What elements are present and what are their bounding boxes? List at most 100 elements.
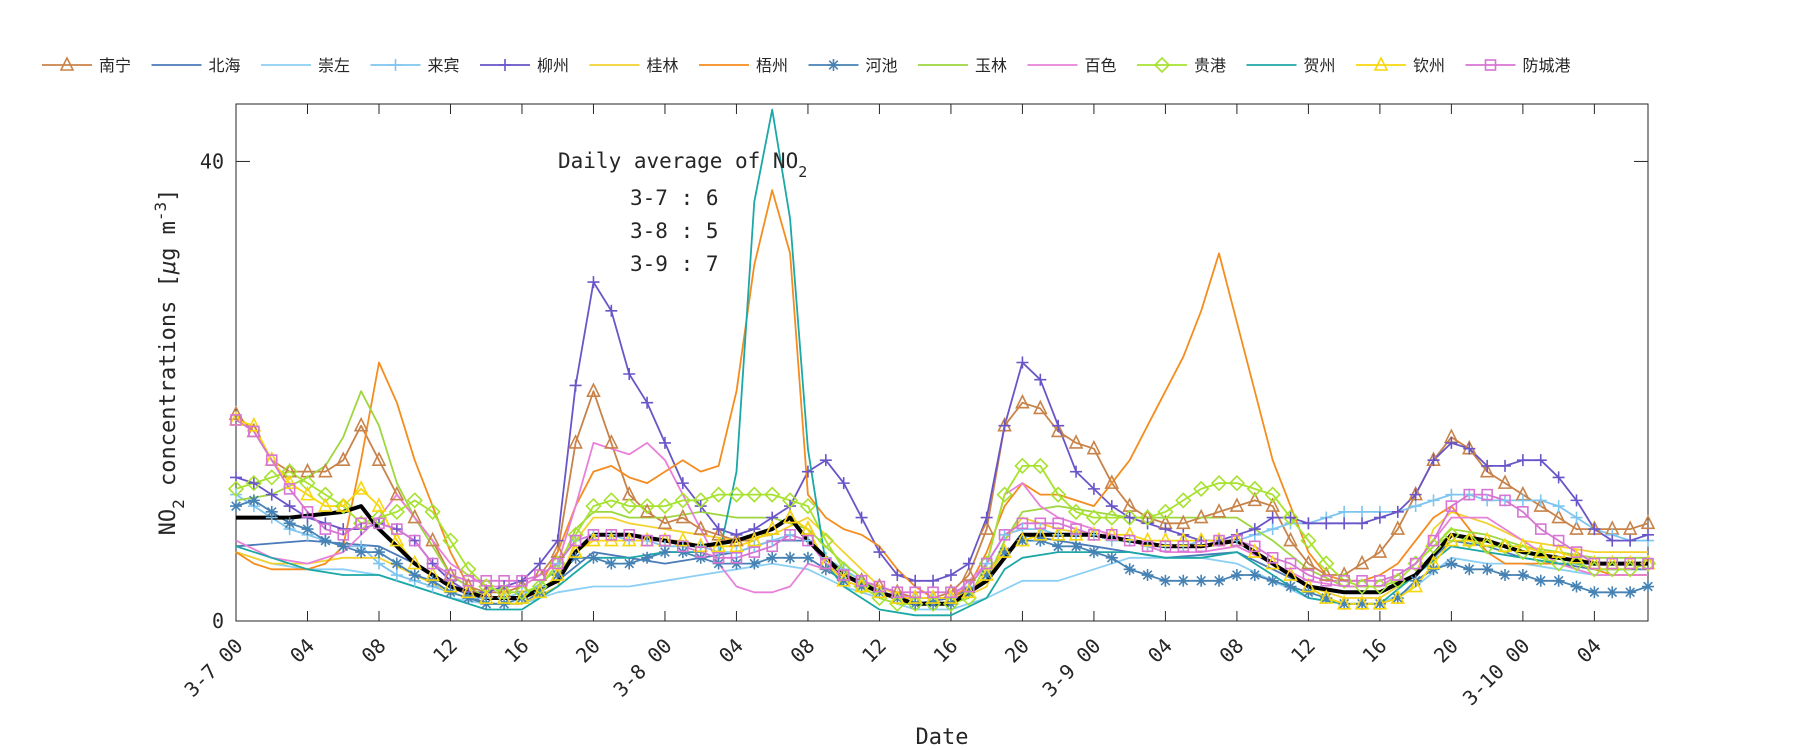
series-11-marker [1461, 532, 1478, 549]
series-1-marker [1497, 474, 1513, 489]
series-8-marker [408, 569, 421, 582]
series-13-marker [1283, 566, 1298, 581]
series-14-marker [426, 557, 439, 570]
series-14-marker [1499, 494, 1511, 507]
series-1-marker [1372, 543, 1388, 558]
series-8-marker [1624, 586, 1637, 599]
x-tick-label: 20 [571, 634, 605, 668]
series-11-marker [996, 486, 1013, 503]
series-1-marker [1265, 497, 1280, 512]
series-8-marker [265, 505, 278, 518]
series-8-marker [1105, 551, 1118, 564]
series-14-marker [873, 580, 886, 593]
series-4-marker [1552, 500, 1565, 513]
x-tick-label: 20 [1429, 634, 1463, 668]
series-8-marker [1087, 546, 1100, 559]
series-5-marker [998, 419, 1011, 432]
series-8-marker [1391, 592, 1404, 605]
legend-item: 贵港 [1137, 56, 1226, 75]
series-13-marker [1426, 554, 1441, 570]
series-14-marker [1624, 557, 1636, 570]
series-13-marker [282, 474, 297, 489]
series-14-marker [1642, 557, 1654, 570]
series-1-marker [371, 451, 387, 466]
series-14-marker [391, 523, 403, 535]
series-11-marker [585, 497, 602, 515]
annotation-title: Daily average of NO2 [558, 149, 807, 181]
y-axis-label: NO2 concentrations [μg m-3] [151, 189, 188, 536]
series-14-marker [301, 506, 314, 518]
series-11-marker [1032, 457, 1049, 475]
series-11-marker [1228, 475, 1246, 492]
series-8-marker [587, 551, 600, 564]
series-5-marker [694, 500, 707, 513]
series-1-marker [675, 508, 691, 524]
series-11-marker [835, 561, 852, 578]
series-5-marker [855, 511, 868, 524]
x-tick-label: 12 [428, 634, 462, 668]
series-5-marker [1016, 356, 1029, 369]
series-5-marker [1463, 442, 1476, 455]
series-14-marker [1231, 534, 1243, 547]
series-13-marker [1015, 531, 1030, 547]
series-5-marker [623, 367, 636, 380]
series-13-marker [246, 416, 262, 432]
series-13-marker [1479, 531, 1495, 547]
series-13-marker [1140, 531, 1155, 547]
series-5-marker [1624, 534, 1637, 547]
legend-item: 桂林 [589, 56, 679, 75]
series-14-marker [1088, 529, 1100, 541]
series-11-marker [1443, 526, 1460, 543]
series-8-marker [301, 523, 314, 536]
series-4-marker [1338, 505, 1351, 518]
series-13-marker [568, 543, 583, 558]
series-8-marker [801, 551, 814, 564]
series-5-marker [712, 523, 725, 536]
series-11-marker [656, 497, 674, 515]
series-11-marker [1264, 486, 1281, 503]
series-14-marker [248, 425, 260, 438]
series-13-marker [353, 480, 369, 495]
series-14-marker [927, 586, 939, 599]
series-5-marker [927, 574, 940, 587]
series-1-marker [318, 462, 333, 478]
series-8-marker [319, 534, 332, 547]
series-14-marker [1427, 534, 1440, 547]
x-tick-label: 08 [785, 634, 819, 668]
legend-item: 南宁 [42, 56, 131, 75]
series-14-markers [230, 414, 1654, 599]
series-13-marker [729, 537, 744, 553]
series-14-marker [337, 529, 350, 541]
series-11-marker [406, 492, 423, 509]
series-markers [227, 276, 1657, 612]
x-tick-label: 3-10 00 [1458, 634, 1535, 711]
series-8-marker [1177, 574, 1190, 587]
x-tick-label: 20 [1000, 634, 1034, 668]
series-4-marker [390, 569, 403, 582]
series-14-marker [230, 414, 242, 426]
series-13-marker [764, 520, 780, 535]
series-11-marker [764, 486, 781, 503]
series-8-marker [766, 551, 779, 564]
series-14-marker [963, 580, 975, 593]
series-8-marker [533, 586, 546, 599]
series-8-marker [1052, 540, 1065, 553]
series-5-marker [676, 477, 689, 490]
series-11-marker [746, 486, 763, 503]
series-5-marker [1606, 534, 1619, 547]
series-8-marker [1016, 534, 1029, 547]
series-4-marker [1356, 505, 1369, 518]
series-1-marker [1033, 399, 1048, 415]
legend-label: 钦州 [1413, 56, 1445, 75]
series-1-marker [1390, 520, 1406, 535]
series-14-marker [1338, 574, 1350, 587]
series-8-marker [230, 500, 242, 513]
series-13-marker [997, 543, 1012, 558]
legend-item: 钦州 [1356, 56, 1445, 75]
series-13-marker [1122, 526, 1137, 541]
series-1-marker [425, 531, 440, 547]
series-1-marker [568, 434, 583, 449]
series-5-marker [1516, 454, 1529, 467]
annotation-line-2: 3-8 : 5 [630, 219, 719, 243]
